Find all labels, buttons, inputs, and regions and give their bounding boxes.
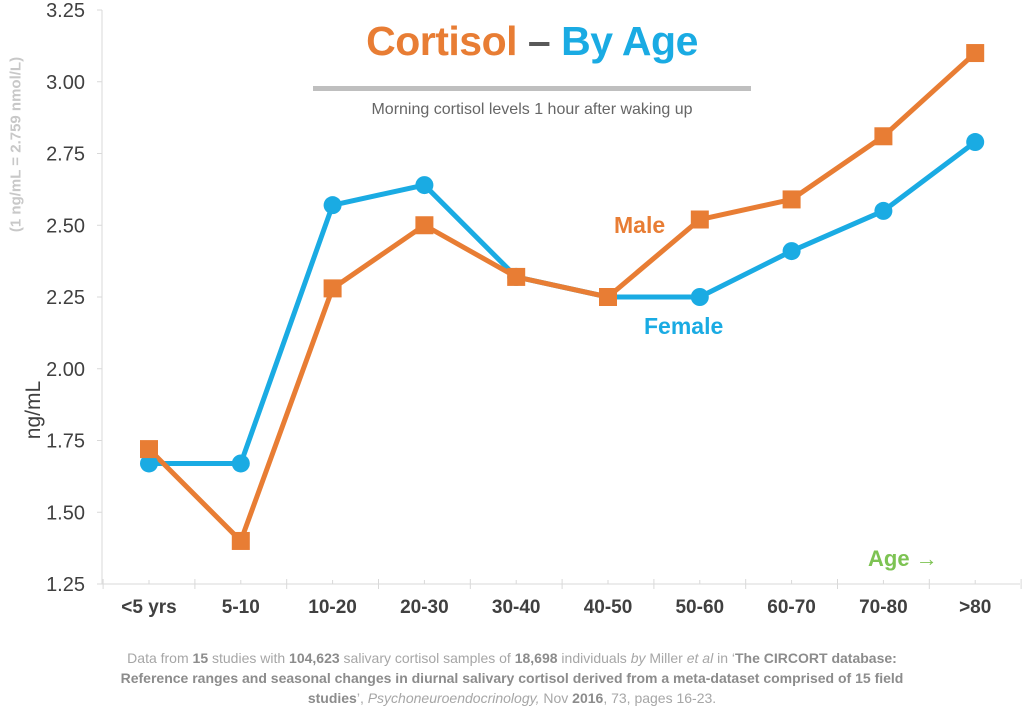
footnote-line-1: Data from 15 studies with 104,623 saliva…	[127, 650, 897, 666]
marker-male	[966, 44, 985, 63]
axes: 1.25 1.50 1.75 2.00 2.25 2.50 2.75 3.00 3.25 <5 y…	[46, 0, 1022, 618]
x-tick-label: 20-30	[400, 597, 449, 618]
y-tick-label: 1.25	[46, 574, 85, 596]
x-axis-label: Age →	[868, 546, 938, 571]
chart-title: Cortisol – By Age	[300, 18, 764, 65]
x-tick-label: 40-50	[584, 597, 633, 618]
x-tick-label: 50-60	[675, 597, 724, 618]
title-divider	[313, 86, 751, 91]
x-tick-label: 60-70	[767, 597, 816, 618]
title-cortisol: Cortisol	[366, 18, 518, 64]
marker-female	[874, 201, 893, 220]
marker-male	[415, 216, 434, 235]
y-tick-label: 1.50	[46, 502, 85, 524]
marker-female	[966, 133, 985, 152]
y-axis-label: ng/mL	[22, 380, 45, 440]
title-dash: –	[527, 18, 551, 64]
footnote-line-2: Reference ranges and seasonal changes in…	[120, 670, 904, 686]
series-markers	[140, 44, 985, 550]
y-tick-label: 2.00	[46, 359, 85, 381]
marker-male	[323, 279, 342, 298]
y-tick-label: 3.00	[46, 72, 85, 94]
x-tick-label: <5 yrs	[121, 597, 176, 618]
x-tick-label: 10-20	[308, 597, 357, 618]
x-tick-label: >80	[959, 597, 991, 618]
y-axis-unit-note: (1 ng/mL = 2.759 nmol/L)	[7, 56, 25, 233]
marker-female	[690, 288, 709, 306]
marker-female	[415, 176, 434, 195]
marker-female	[782, 242, 801, 261]
y-tick-label: 2.25	[46, 287, 85, 309]
marker-male	[231, 531, 250, 550]
marker-male	[140, 440, 158, 459]
marker-male	[599, 288, 617, 306]
y-tick-label: 2.75	[46, 144, 85, 166]
x-tick-label: 70-80	[859, 597, 908, 618]
x-tick-label: 30-40	[492, 597, 541, 618]
y-tick-label: 1.75	[46, 431, 85, 453]
y-tick-label: 2.50	[46, 215, 85, 237]
x-tick-label: 5-10	[222, 597, 260, 618]
legend-female: Female	[644, 313, 724, 339]
legend-male: Male	[614, 212, 666, 238]
marker-female	[323, 196, 342, 215]
series-line-male	[147, 51, 977, 544]
marker-male	[782, 190, 801, 209]
series-line-female	[149, 140, 977, 466]
source-footnote: Data from 15 studies with 104,623 saliva…	[40, 648, 984, 708]
footnote-line-3: studies’, Psychoneuroendocrinology, Nov …	[307, 690, 717, 706]
marker-male	[874, 127, 893, 146]
marker-female	[140, 454, 158, 473]
marker-male	[690, 210, 709, 229]
marker-female	[231, 454, 250, 473]
title-by-age: By Age	[561, 18, 698, 64]
series-lines	[147, 51, 977, 544]
y-tick-label: 3.25	[46, 0, 85, 22]
marker-male	[507, 267, 526, 286]
chart-subtitle: Morning cortisol levels 1 hour after wak…	[371, 101, 693, 118]
